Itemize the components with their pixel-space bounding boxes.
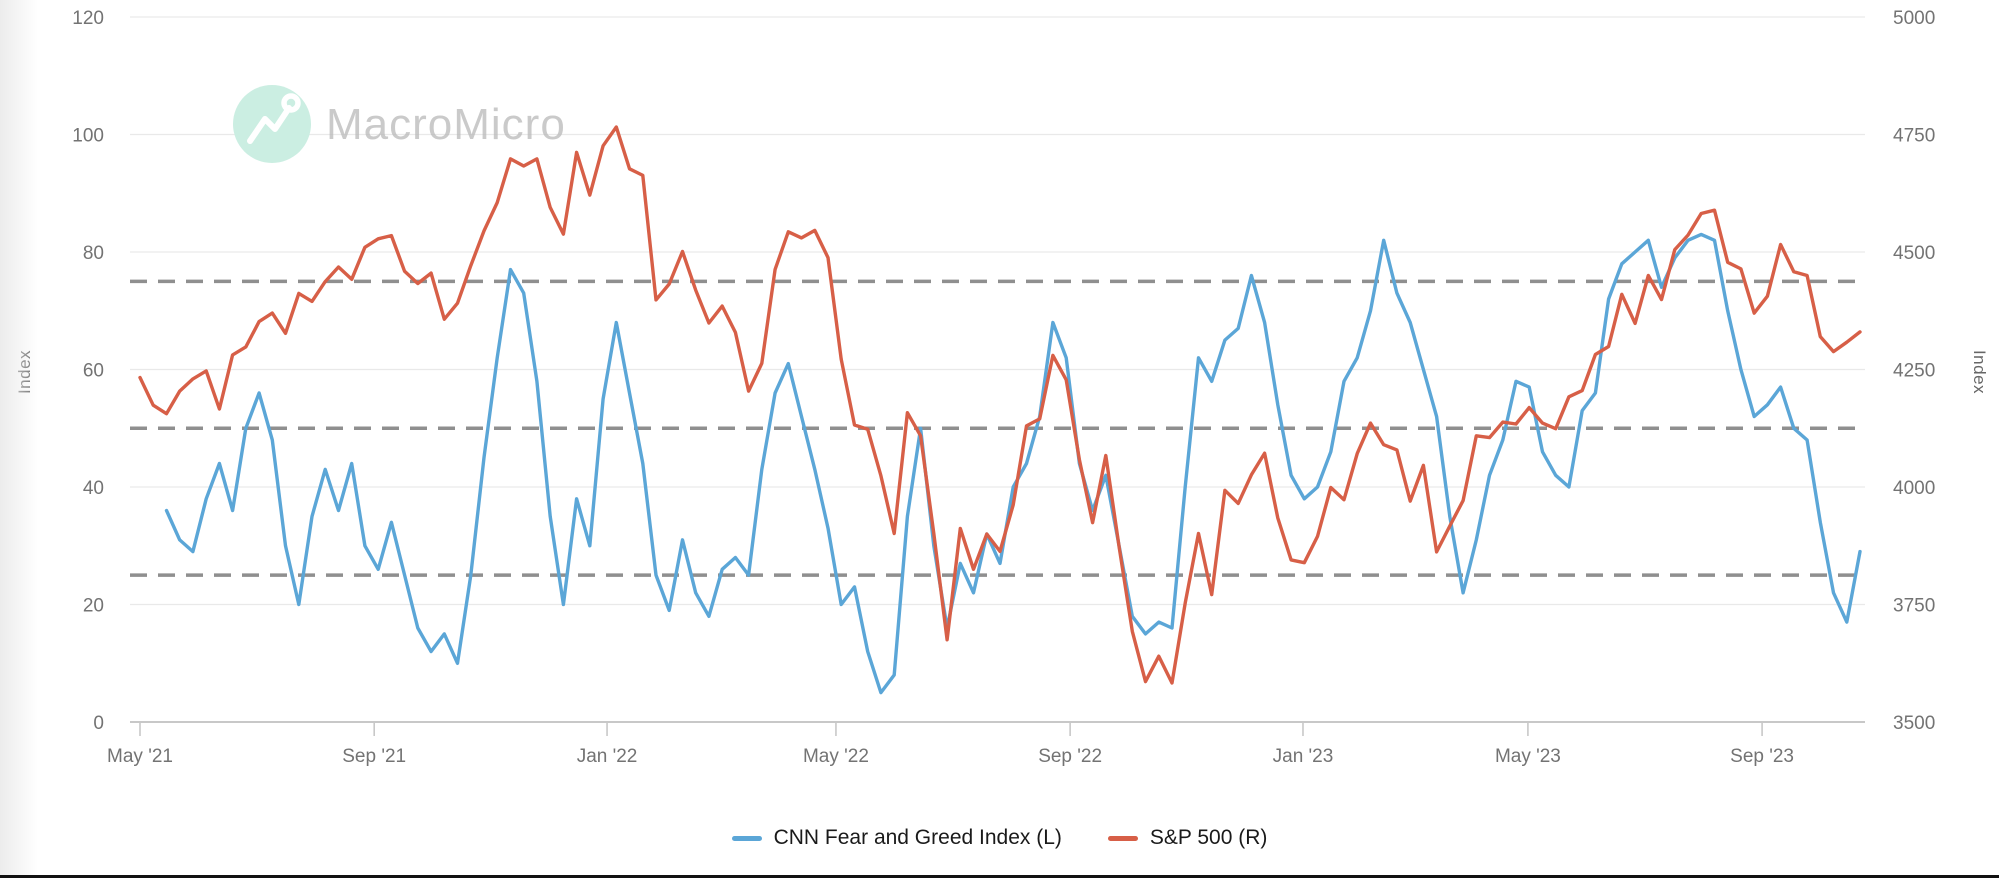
horizontal-gridlines <box>130 16 1865 723</box>
plot-area[interactable] <box>130 17 1865 722</box>
left-axis-tick-label: 80 <box>83 243 104 264</box>
watermark-brand-text: MacroMicro <box>326 100 566 149</box>
right-axis-tick-label: 4500 <box>1893 243 1935 264</box>
x-tick-label: Sep '23 <box>1730 746 1794 767</box>
x-tick-label: Sep '22 <box>1038 746 1102 767</box>
left-axis-tick-label: 120 <box>72 8 104 29</box>
x-tick-label: Jan '22 <box>577 746 638 767</box>
trend-line-icon <box>247 93 301 144</box>
right-axis-tick-labels: 3500 3750 4000 4250 4500 4750 5000 <box>1893 8 1935 734</box>
x-tick-label: May '23 <box>1495 746 1561 767</box>
fear-greed-legend-label: CNN Fear and Greed Index (L) <box>773 826 1062 849</box>
right-axis-tick-label: 5000 <box>1893 8 1935 29</box>
x-tick-label: May '21 <box>107 746 173 767</box>
sp500-line <box>138 125 1862 685</box>
right-axis-tick-label: 4000 <box>1893 478 1935 499</box>
left-axis-tick-labels: 0 20 40 60 80 100 120 <box>72 8 104 734</box>
x-axis: May '21 Sep '21 Jan '22 May '22 Sep '22 Jan '… <box>107 722 1794 767</box>
chart-legend: CNN Fear and Greed Index (L) S&P 500 (R) <box>0 826 1999 850</box>
legend-item-sp500[interactable]: S&P 500 (R) <box>1107 826 1268 850</box>
left-axis-title: Index <box>15 350 34 394</box>
left-axis-tick-label: 100 <box>72 126 104 147</box>
x-tick-label: May '22 <box>803 746 869 767</box>
x-tick-label: Jan '23 <box>1273 746 1334 767</box>
bottom-border-rule <box>0 875 1999 878</box>
right-axis-tick-label: 3500 <box>1893 713 1935 734</box>
left-axis-tick-label: 40 <box>83 478 104 499</box>
right-axis-title: Index <box>1970 350 1989 394</box>
fear-greed-line <box>164 232 1862 695</box>
left-axis-tick-label: 0 <box>93 713 104 734</box>
sp500-legend-swatch <box>1107 835 1138 841</box>
sp500-legend-label: S&P 500 (R) <box>1149 826 1268 849</box>
macromicro-watermark: MacroMicro <box>233 85 566 163</box>
right-axis-tick-label: 4750 <box>1893 126 1935 147</box>
x-tick-label: Sep '21 <box>342 746 406 767</box>
right-axis-tick-label: 4250 <box>1893 361 1935 382</box>
right-axis-tick-label: 3750 <box>1893 596 1935 617</box>
left-axis-tick-label: 20 <box>83 596 104 617</box>
left-axis-tick-label: 60 <box>83 361 104 382</box>
legend-item-fear-greed[interactable]: CNN Fear and Greed Index (L) <box>731 826 1062 850</box>
fear-greed-legend-swatch <box>731 835 762 841</box>
